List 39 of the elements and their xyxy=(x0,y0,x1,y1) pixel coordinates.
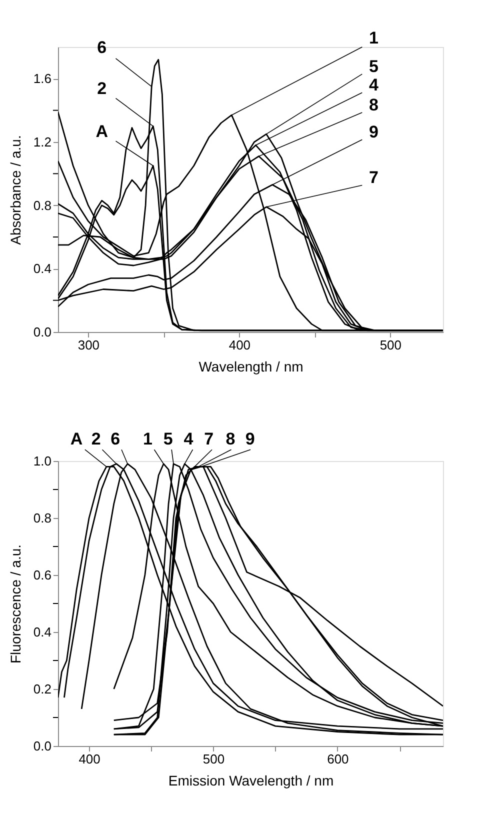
y-tick-label: 1.2 xyxy=(33,134,52,150)
y-tick-label: 0.0 xyxy=(33,324,52,340)
y-axis-title: Absorbance / a.u. xyxy=(7,135,24,245)
x-axis-title: Wavelength / nm xyxy=(198,358,304,374)
text: 1 xyxy=(368,28,378,48)
series-label: 2 xyxy=(91,430,101,449)
text: 9 xyxy=(368,122,378,142)
series-label: 6 xyxy=(110,430,120,449)
x-tick-label: 300 xyxy=(78,338,100,352)
y-tick-label: 0.0 xyxy=(33,738,52,754)
y-tick-label: 0.4 xyxy=(33,261,52,276)
x-tick-label: 600 xyxy=(327,752,349,766)
y-tick-label: 0.2 xyxy=(33,682,52,696)
text: 4 xyxy=(368,75,379,94)
y-tick-label: 0.8 xyxy=(33,198,52,213)
y-tick-label: 0.4 xyxy=(33,624,52,640)
text: 6 xyxy=(97,38,107,57)
text: 8 xyxy=(368,95,378,114)
y-tick-label: 0.6 xyxy=(33,568,52,582)
series-label: 4 xyxy=(184,430,194,449)
series-label: 1 xyxy=(142,430,152,449)
series-label: 7 xyxy=(204,430,214,449)
series-label: 5 xyxy=(163,430,173,449)
y-tick-label: 1.6 xyxy=(33,71,52,86)
y-axis-title: Fluorescence / a.u. xyxy=(7,544,24,664)
x-tick-label: 500 xyxy=(380,338,402,352)
series-label: 8 xyxy=(226,430,236,449)
x-tick-label: 500 xyxy=(202,752,225,766)
series-label: A xyxy=(70,430,83,449)
y-tick-label: 0.8 xyxy=(33,510,52,526)
x-tick-label: 400 xyxy=(78,752,100,766)
text: 7 xyxy=(368,168,378,188)
y-tick-label: 1.0 xyxy=(33,454,52,468)
text: 9 xyxy=(245,430,255,449)
x-axis-title: Emission Wavelength / nm xyxy=(168,772,334,788)
x-tick-label: 400 xyxy=(228,338,251,352)
text: 2 xyxy=(97,78,107,98)
text: A xyxy=(96,122,108,141)
text: 5 xyxy=(368,56,378,76)
